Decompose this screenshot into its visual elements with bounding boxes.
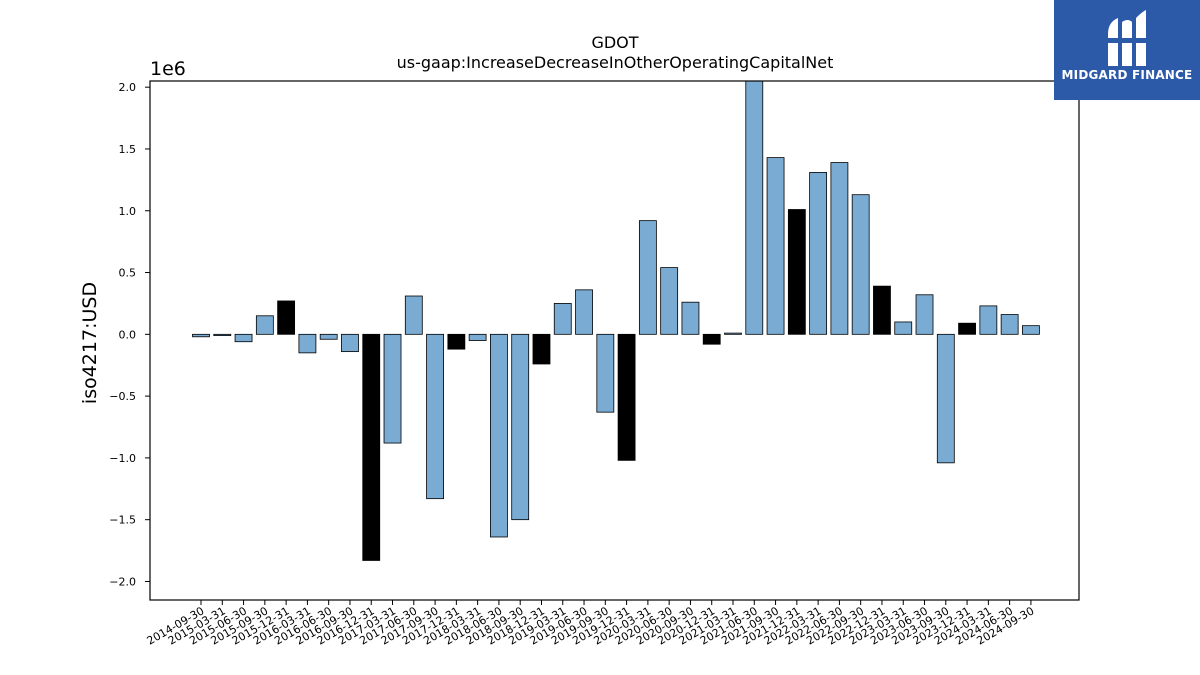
- bar-2023-03-31: [894, 321, 913, 335]
- bar-2015-03-31: [213, 333, 232, 336]
- bar-2021-09-30: [766, 157, 785, 335]
- midgard-finance-logo: MIDGARD FINANCE: [1054, 0, 1200, 100]
- midgard-logo-icon: [1106, 10, 1148, 66]
- bar-2024-03-31: [979, 305, 998, 335]
- bar-2015-06-30: [234, 333, 253, 343]
- bar-2015-12-31: [277, 300, 296, 335]
- bar-2020-06-30: [660, 267, 679, 335]
- bar-2019-06-30: [575, 289, 593, 335]
- y-axis-ticks: −2.0 −1.5 −1.0 −0.5 0.0 0.5 1.0 1.5 2.0: [109, 81, 150, 588]
- bar-2023-09-30: [936, 333, 955, 464]
- y-tick-label: 0.0: [119, 328, 137, 341]
- bar-2022-03-31: [809, 172, 828, 335]
- bar-2021-06-30: [745, 80, 764, 335]
- bar-2017-09-30: [426, 333, 444, 500]
- bar-2018-03-31: [468, 333, 487, 341]
- bar-2018-06-30: [490, 333, 508, 538]
- bar-2022-09-30: [851, 194, 870, 335]
- y-axis-label: iso4217:USD: [79, 282, 101, 404]
- plot-frame: [149, 80, 1080, 601]
- bar-2020-12-31: [702, 333, 721, 345]
- bar-2021-03-31: [724, 332, 742, 335]
- bar-2016-09-30: [341, 333, 359, 353]
- bar-2017-12-31: [447, 333, 466, 350]
- bar-2020-03-31: [638, 220, 657, 335]
- bar-2016-06-30: [319, 333, 338, 340]
- bar-2017-03-31: [383, 333, 402, 444]
- bar-2020-09-30: [681, 301, 700, 335]
- y-tick-label: 2.0: [119, 81, 137, 94]
- y-tick-label: −1.5: [109, 514, 136, 527]
- chart-subtitle: us-gaap:IncreaseDecreaseInOtherOperating…: [397, 53, 834, 72]
- bar-2022-12-31: [873, 285, 891, 335]
- y-tick-label: 1.0: [119, 205, 137, 218]
- bar-2018-09-30: [511, 333, 530, 521]
- bar-2016-12-31: [362, 333, 381, 561]
- bar-2024-09-30: [1022, 325, 1040, 335]
- logo-text: MIDGARD FINANCE: [1061, 68, 1193, 82]
- y-tick-label: −0.5: [109, 390, 136, 403]
- bar-2019-03-31: [553, 303, 572, 335]
- bars-group: [192, 80, 1040, 561]
- bar-2021-12-31: [787, 209, 806, 335]
- y-tick-label: −2.0: [109, 575, 136, 588]
- bar-2015-09-30: [255, 315, 274, 335]
- chart-title: GDOT: [591, 33, 638, 52]
- y-tick-label: 0.5: [119, 267, 137, 280]
- bar-2019-12-31: [617, 333, 636, 461]
- y-tick-label: −1.0: [109, 452, 136, 465]
- y-tick-label: 1.5: [119, 143, 137, 156]
- y-multiplier-label: 1e6: [150, 58, 186, 80]
- x-axis-ticks: 2014-09-302015-03-312015-06-302015-09-30…: [145, 600, 1036, 648]
- bar-2023-12-31: [958, 322, 976, 335]
- bar-2024-06-30: [1000, 314, 1019, 335]
- bar-2016-03-31: [298, 333, 317, 354]
- bar-2014-09-30: [192, 333, 210, 338]
- bar-2022-06-30: [830, 162, 849, 335]
- bar-2017-06-30: [404, 295, 423, 335]
- bar-2023-06-30: [915, 294, 934, 335]
- bar-2019-09-30: [596, 333, 615, 413]
- bar-2018-12-31: [532, 333, 551, 365]
